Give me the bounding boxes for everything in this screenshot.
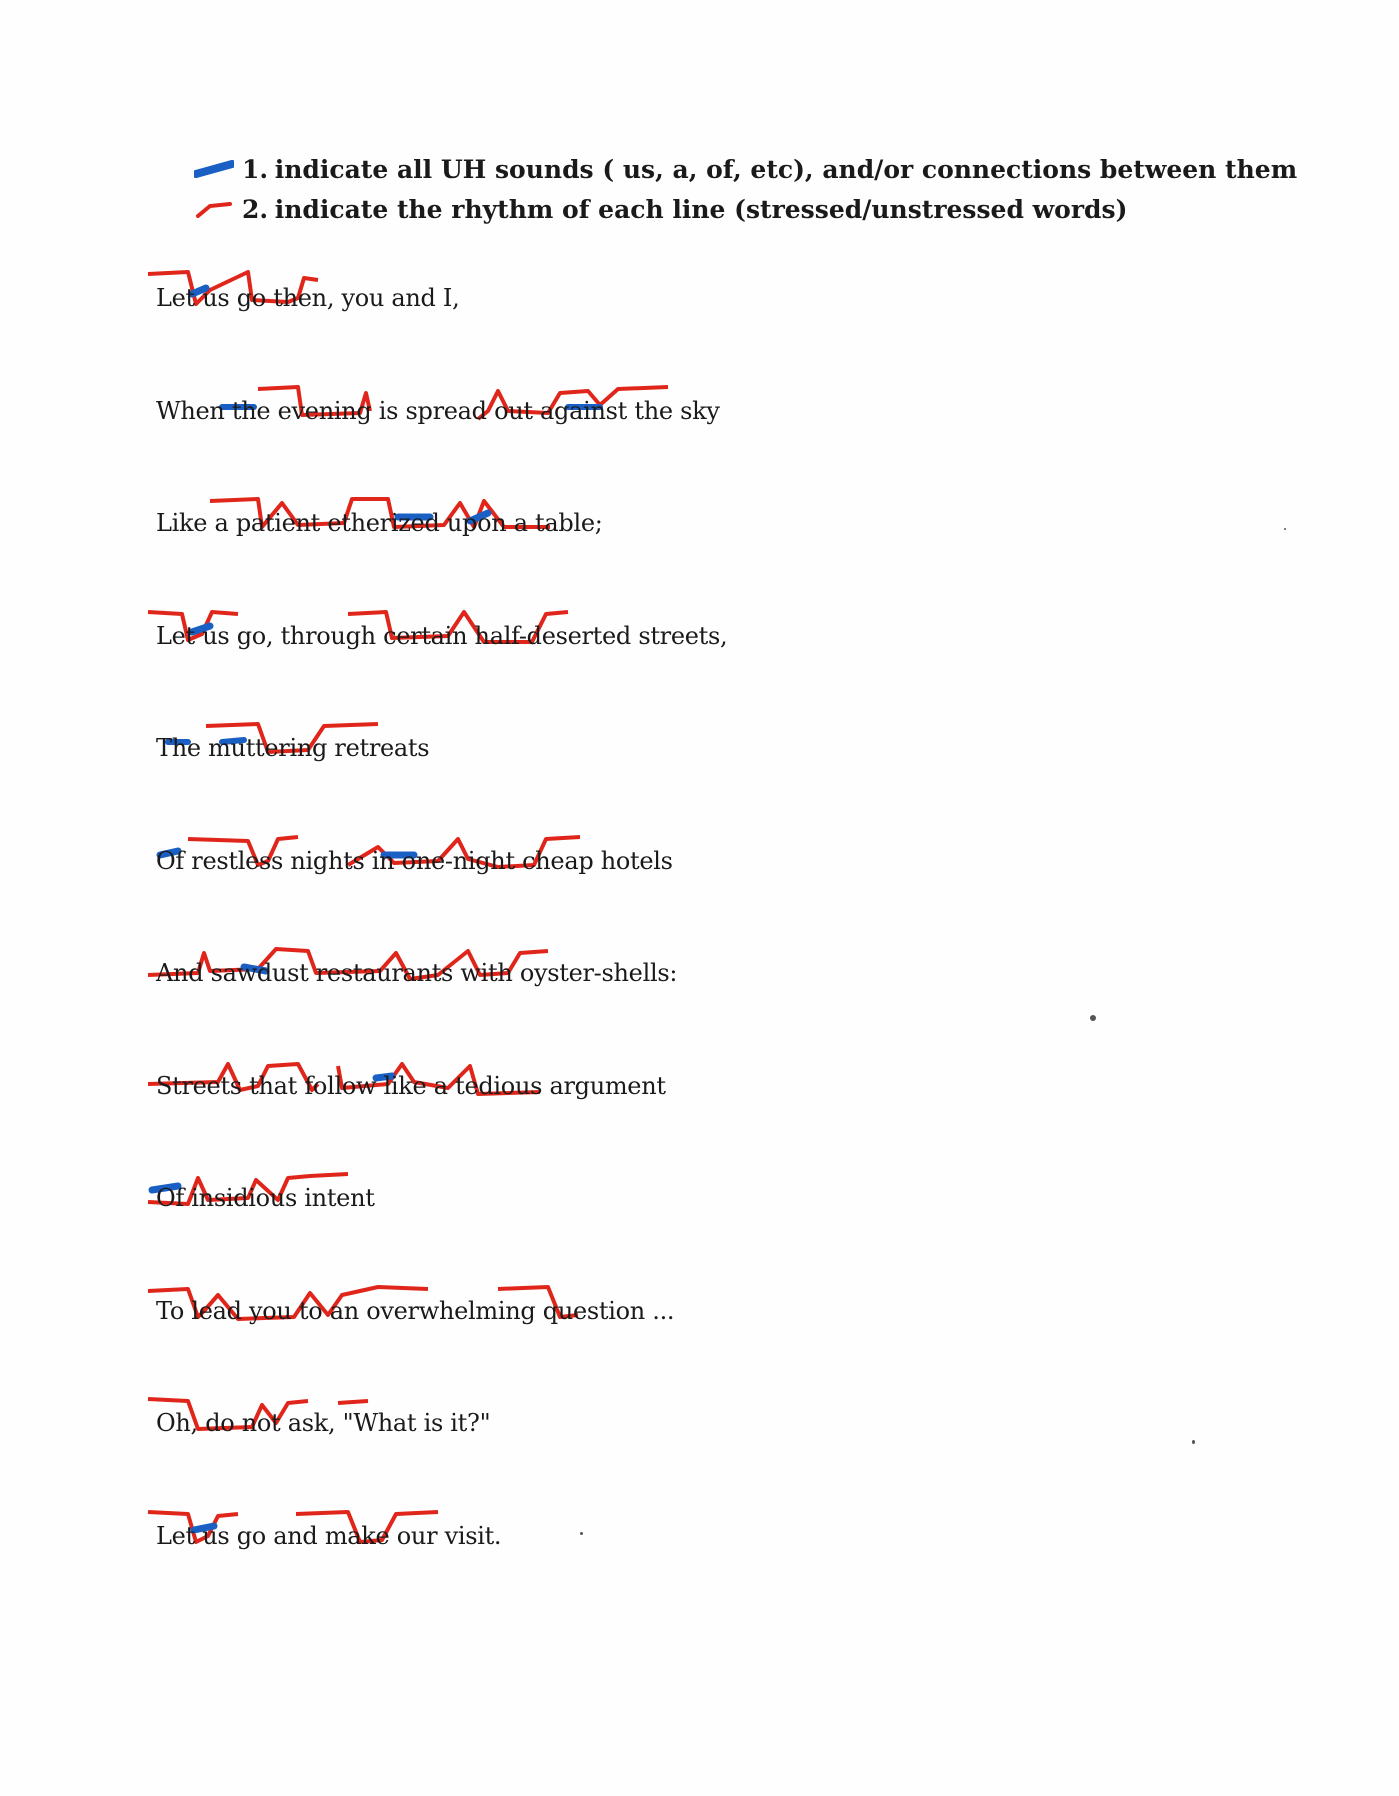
poem-line-11: Oh, do not ask, "What is it?": [147, 1397, 1256, 1516]
poem-line-5: The muttering retreats: [156, 722, 1256, 841]
poem-line-4: Let us go, through certain half-deserted…: [147, 609, 1256, 729]
scansion-marks: [165, 722, 379, 754]
scansion-marks: [147, 609, 569, 644]
poem-line-text: When the evening is spread out against t…: [156, 396, 720, 425]
poem-line-8: Streets that follow like a tedious argum…: [147, 1061, 1256, 1179]
poem-line-12: Let us go and make our visit.: [147, 1509, 1256, 1629]
poem-line-text: The muttering retreats: [156, 734, 430, 762]
poem-line-7: And sawdust restaurants with oyster-shel…: [147, 947, 1256, 1066]
poem-line-text: Streets that follow like a tedious argum…: [156, 1071, 666, 1100]
scansion-marks: [147, 1509, 439, 1544]
scansion-marks: [219, 384, 669, 421]
scansion-marks: [147, 1397, 369, 1431]
instruction-1-number: 1.: [242, 155, 269, 184]
poem-line-2: When the evening is spread out against t…: [156, 384, 1256, 504]
scansion-marks: [147, 1061, 541, 1096]
instruction-2-number: 2.: [242, 195, 269, 224]
poem-line-1: Let us go then, you and I,: [147, 270, 1256, 391]
scan-speck: [1284, 528, 1286, 530]
scansion-marks: [147, 1284, 579, 1321]
poem-line-text: To lead you to an overwhelming question …: [156, 1296, 675, 1325]
scansion-marks: [147, 947, 549, 981]
scan-speck: [580, 1532, 583, 1535]
scansion-marks: [209, 497, 550, 529]
blue-marker-stroke-icon: [194, 160, 234, 178]
instructions: 1. indicate all UH sounds ( us, a, of, e…: [194, 150, 1297, 230]
poem-line-text: Let us go and make our visit.: [156, 1521, 502, 1550]
poem-line-10: To lead you to an overwhelming question …: [147, 1284, 1256, 1404]
scansion-marks: [156, 834, 581, 869]
instruction-2: 2. indicate the rhythm of each line (str…: [196, 190, 1242, 230]
instruction-1: 1. indicate all UH sounds ( us, a, of, e…: [194, 150, 1297, 190]
scan-speck: [1090, 1015, 1096, 1021]
poem: Let us go then, you and I, When the even…: [147, 270, 1256, 1629]
scansion-marks: [147, 1172, 349, 1206]
poem-line-text: Let us go then, you and I,: [156, 284, 460, 312]
instruction-1-text: indicate all UH sounds ( us, a, of, etc)…: [274, 155, 1298, 184]
poem-line-text: Of insidious intent: [156, 1184, 375, 1212]
scan-speck: [1192, 1440, 1195, 1444]
poem-line-text: And sawdust restaurants with oyster-shel…: [156, 959, 678, 987]
poem-line-text: Let us go, through certain half-deserted…: [156, 621, 728, 650]
instruction-2-text: indicate the rhythm of each line (stress…: [274, 195, 1128, 224]
poem-line-text: Of restless nights in one-night cheap ho…: [156, 846, 673, 875]
poem-line-text: Oh, do not ask, "What is it?": [156, 1409, 491, 1437]
poem-line-3: Like a patient etherized upon a table;: [156, 497, 1256, 616]
poem-line-6: Of restless nights in one-night cheap ho…: [156, 834, 1256, 954]
poem-line-text: Like a patient etherized upon a table;: [156, 509, 603, 537]
red-marker-stroke-icon: [196, 202, 232, 218]
poem-line-9: Of insidious intent: [147, 1172, 1256, 1291]
scansion-marks: [147, 270, 319, 306]
